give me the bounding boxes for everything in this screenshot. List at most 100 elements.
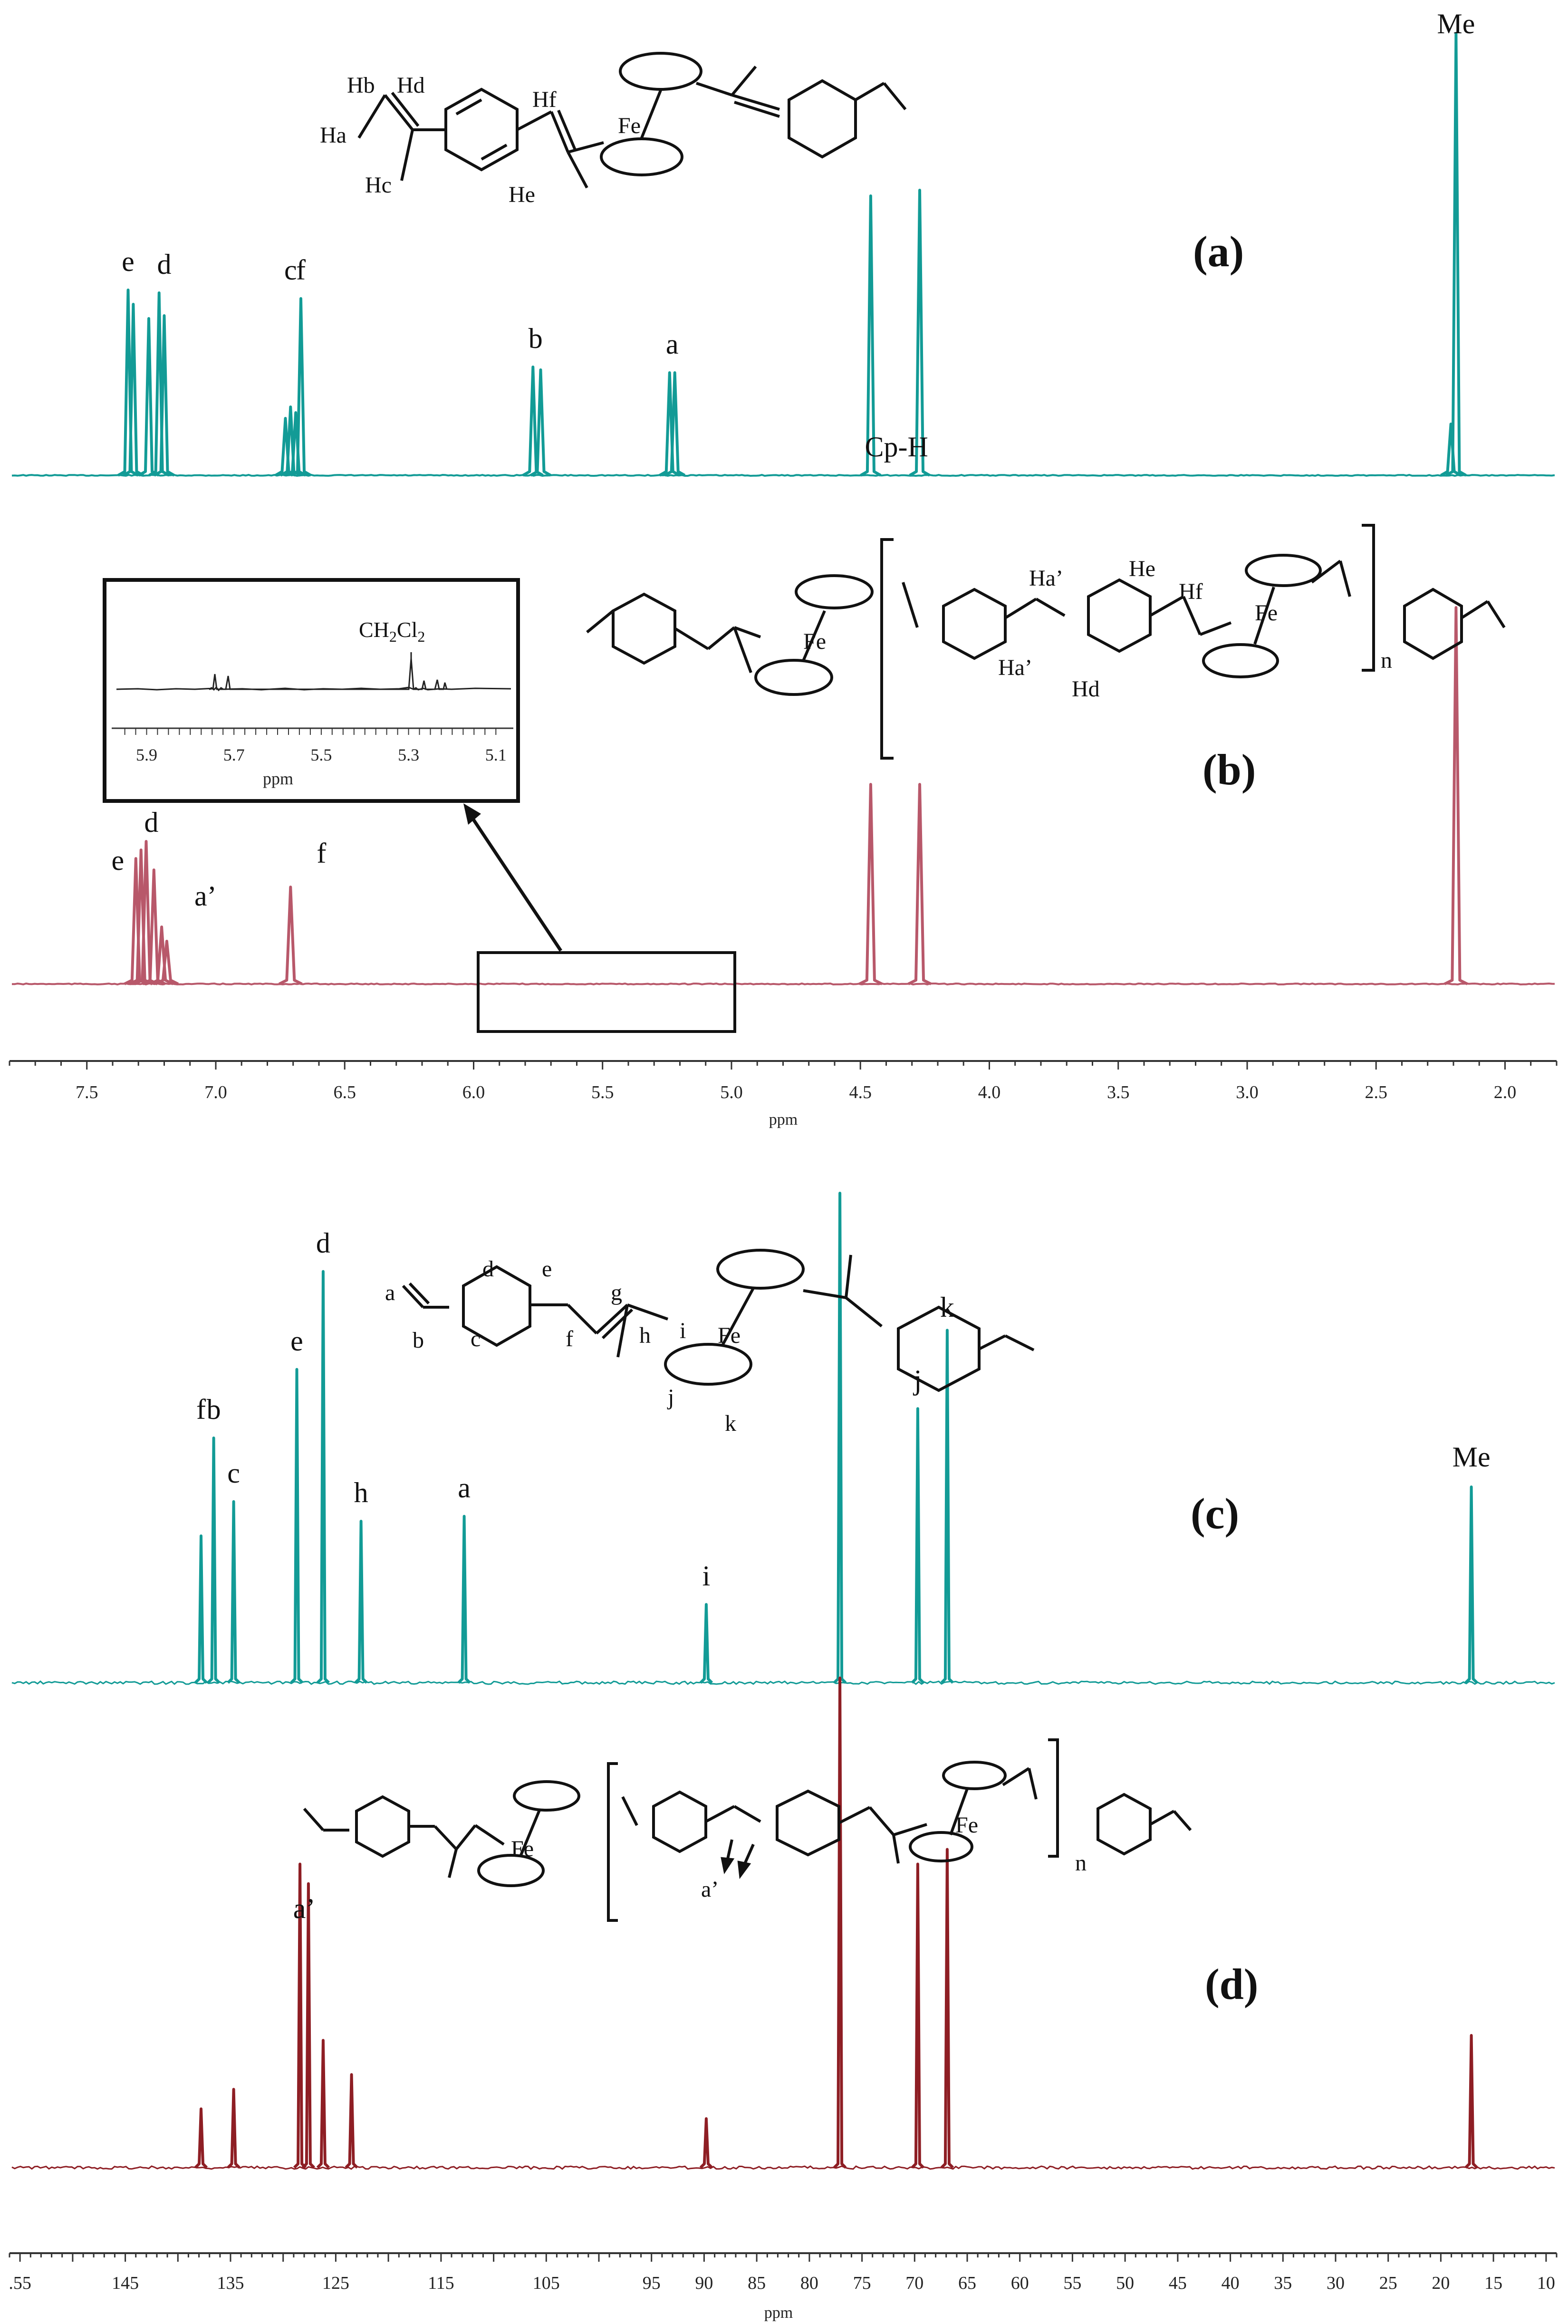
x-axis-1h-tick-label: 7.5 bbox=[76, 1082, 98, 1102]
peak-a-16 bbox=[1440, 423, 1462, 477]
mol-b-label-hf: Hf bbox=[1179, 579, 1203, 604]
x-axis-1h-tick-label: 4.0 bbox=[978, 1082, 1001, 1102]
peak-label-c-7: i bbox=[702, 1560, 711, 1591]
peak-label-c-2: c bbox=[227, 1457, 240, 1489]
mol-c-label-fe: Fe bbox=[718, 1323, 741, 1348]
mol-c-label-b: b bbox=[413, 1328, 424, 1353]
x-axis-13c: .55 145 135 125 115 105 95 90 85 80 75 70 65 60 55 50 45… bbox=[9, 2252, 1558, 2322]
peak-label-c-9: k bbox=[940, 1292, 954, 1323]
molecule-b-labels: Fe Ha’ He Hf Fe Ha’ Hd n bbox=[803, 556, 1392, 702]
x-axis-13c-tick-label: .55 bbox=[9, 2273, 31, 2293]
x-axis-13c-tick-label: 15 bbox=[1484, 2273, 1502, 2293]
peak-b-8 bbox=[907, 783, 932, 985]
peak-b-9 bbox=[1444, 606, 1468, 985]
mol-b-label-fe-2: Fe bbox=[1255, 600, 1278, 626]
peak-d-1 bbox=[227, 2088, 240, 2169]
molecule-b bbox=[586, 524, 1506, 760]
mol-a-label-hd: Hd bbox=[397, 73, 425, 98]
peak-label-c-6: a bbox=[458, 1472, 471, 1504]
mol-d-label-fe-1: Fe bbox=[511, 1836, 534, 1861]
peak-c-6 bbox=[457, 1514, 471, 1684]
peak-label-a-7: Me bbox=[1437, 8, 1475, 39]
x-axis-13c-tick-label: 135 bbox=[217, 2273, 244, 2293]
x-axis-1h-tick-label: 5.0 bbox=[720, 1082, 743, 1102]
inset-tick-label: 5.9 bbox=[136, 745, 157, 764]
spectrum-baseline bbox=[11, 473, 1555, 477]
peak-d-0 bbox=[194, 2107, 208, 2169]
peak-a-8 bbox=[290, 297, 312, 477]
peak-label-a-3: c bbox=[284, 254, 297, 286]
x-axis-13c-tick-label: 85 bbox=[748, 2273, 766, 2293]
x-axis-13c-tick-label: 20 bbox=[1432, 2273, 1450, 2293]
x-axis-13c-tick-label: 115 bbox=[428, 2273, 454, 2293]
mol-d-label-n: n bbox=[1075, 1851, 1087, 1876]
mol-b-label-ha-top: Ha’ bbox=[1029, 566, 1063, 591]
inset-arrowhead bbox=[463, 803, 481, 825]
peak-c-0 bbox=[194, 1534, 208, 1684]
inset-zoom: CH2Cl2 5.9 5.7 5.5 5.3 5.1 ppm bbox=[103, 578, 520, 803]
mol-a-label-he: He bbox=[509, 182, 535, 207]
x-axis-13c-tick-label: 90 bbox=[695, 2273, 713, 2293]
peak-a-12 bbox=[664, 371, 686, 477]
x-axis-13c-tick-label: 125 bbox=[322, 2273, 349, 2293]
x-axis-13c-tick-label: 95 bbox=[643, 2273, 661, 2293]
peak-b-5 bbox=[154, 940, 179, 985]
inset-ticks: 5.9 5.7 5.5 5.3 5.1 bbox=[124, 728, 507, 764]
x-axis-13c-tick-label: 105 bbox=[533, 2273, 560, 2293]
peak-a-10 bbox=[530, 368, 551, 477]
x-axis-13c-tick-label: 145 bbox=[112, 2273, 139, 2293]
peak-c-11 bbox=[1464, 1485, 1478, 1684]
x-axis-13c-tick-label: 35 bbox=[1274, 2273, 1292, 2293]
mol-a-bond bbox=[481, 144, 508, 161]
inset-arrow-line bbox=[469, 814, 562, 952]
mol-b-label-fe-1: Fe bbox=[803, 629, 826, 654]
peak-b-4 bbox=[149, 926, 174, 985]
peak-label-c-1: b bbox=[207, 1394, 221, 1425]
mol-c-label-k: k bbox=[725, 1411, 736, 1436]
peak-label-c-10: Me bbox=[1453, 1441, 1491, 1473]
mol-c-label-d: d bbox=[482, 1256, 494, 1282]
x-axis-13c-tick-label: 25 bbox=[1379, 2273, 1397, 2293]
peak-d-3 bbox=[301, 1882, 316, 2169]
peak-c-8 bbox=[833, 1192, 847, 1684]
mol-a-label-hb: Hb bbox=[347, 73, 375, 98]
x-axis-13c-tick-label: 55 bbox=[1063, 2273, 1081, 2293]
peak-label-a-2: f bbox=[296, 254, 306, 286]
x-axis-1h-tick-label: 3.0 bbox=[1236, 1082, 1259, 1102]
peak-label-a-0: e bbox=[122, 246, 135, 277]
peak-label-a-5: a bbox=[666, 328, 679, 360]
peak-a-11 bbox=[659, 371, 681, 477]
molecule-c bbox=[402, 1249, 1035, 1392]
peak-label-a-1: d bbox=[157, 249, 172, 280]
peak-label-c-3: e bbox=[290, 1325, 303, 1357]
mol-b-label-hd: Hd bbox=[1072, 676, 1100, 702]
peak-b-7 bbox=[858, 783, 883, 985]
mol-c-label-a: a bbox=[385, 1280, 395, 1305]
mol-c-label-h: h bbox=[639, 1323, 651, 1348]
peak-label-c-4: d bbox=[316, 1227, 330, 1259]
peak-a-14 bbox=[909, 189, 931, 477]
peak-label-a-6: Cp-H bbox=[865, 431, 928, 463]
inset-tick-label: 5.5 bbox=[310, 745, 332, 764]
x-axis-1h-tick-label: 6.5 bbox=[333, 1082, 356, 1102]
mol-c-label-c: c bbox=[471, 1326, 481, 1351]
x-axis-1h-tick-label: 7.0 bbox=[204, 1082, 227, 1102]
peak-c-5 bbox=[354, 1520, 368, 1684]
molecule-a bbox=[357, 52, 907, 189]
x-axis-13c-tick-label: 70 bbox=[905, 2273, 923, 2293]
panel-label-c: (c) bbox=[1191, 1489, 1239, 1538]
mol-a-label-hc: Hc bbox=[365, 173, 392, 198]
mol-c-label-g: g bbox=[611, 1280, 622, 1305]
spectrum-panel-c bbox=[11, 1192, 1555, 1685]
molecule-c-labels: a d e g b c f h i Fe j k bbox=[385, 1256, 741, 1436]
x-axis-1h-tick-label: 2.5 bbox=[1365, 1082, 1388, 1102]
x-axis-13c-tick-label: 80 bbox=[800, 2273, 818, 2293]
x-axis-1h-tick-label: 5.5 bbox=[591, 1082, 614, 1102]
panel-label-b: (b) bbox=[1202, 745, 1256, 794]
mol-a-bond bbox=[455, 98, 482, 116]
spectrum-baseline bbox=[11, 2165, 1555, 2170]
peak-c-3 bbox=[290, 1368, 304, 1684]
peak-a-13 bbox=[860, 194, 882, 477]
x-axis-1h-tick-label: 2.0 bbox=[1494, 1082, 1517, 1102]
